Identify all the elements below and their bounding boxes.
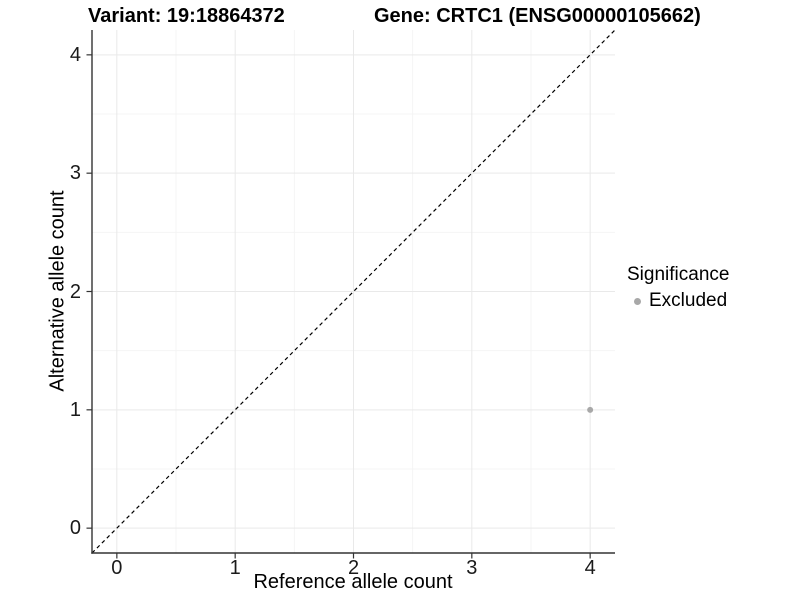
- legend-dot-icon: [634, 297, 641, 305]
- y-axis-title: Alternative allele count: [46, 190, 69, 392]
- x-tick-label: 0: [111, 557, 123, 579]
- y-tick-label: 0: [69, 517, 81, 540]
- legend-entry: Excluded: [627, 289, 729, 313]
- gene-title: Gene: CRTC1 (ENSG00000105662): [374, 5, 701, 27]
- x-tick-label: 2: [347, 557, 360, 579]
- x-tick-label: 1: [229, 557, 241, 579]
- x-tick-label: 3: [466, 557, 478, 579]
- y-tick-label: 1: [69, 398, 81, 421]
- legend-title: Significance: [627, 264, 730, 285]
- legend-entry-label: Excluded: [649, 290, 728, 311]
- data-point: [587, 406, 594, 413]
- y-tick-label: 3: [69, 162, 81, 185]
- legend: Significance Excluded: [627, 263, 729, 313]
- x-tick-label: 4: [584, 557, 596, 579]
- y-tick-label: 4: [69, 43, 81, 66]
- identity-line: [91, 29, 616, 554]
- y-tick-label: 2: [69, 280, 81, 303]
- variant-title: Variant: 19:18864372: [88, 5, 285, 27]
- x-axis-title: Reference allele count: [253, 571, 453, 593]
